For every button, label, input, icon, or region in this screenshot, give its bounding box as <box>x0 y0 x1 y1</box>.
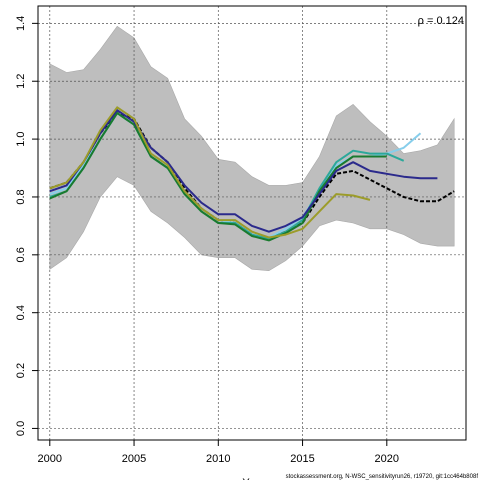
rho-annotation: ρ = 0.124 <box>418 15 464 27</box>
series-line-5 <box>49 109 438 233</box>
x-axis: 2000 2005 2010 2015 2020 <box>38 440 399 465</box>
y-tick-label: 0.0 <box>15 421 27 436</box>
x-tick-label: 2020 <box>375 453 399 465</box>
x-tick-label: 2010 <box>206 453 230 465</box>
confidence-band-layer <box>49 25 455 272</box>
y-tick-label: 1.2 <box>15 74 27 89</box>
y-tick-label: 0.6 <box>15 247 27 262</box>
x-tick-label: 2005 <box>122 453 146 465</box>
series-line-4 <box>49 112 387 242</box>
y-axis: 0.0 0.2 0.4 0.6 0.8 1.0 1.2 1.4 <box>15 16 38 436</box>
y-tick-label: 0.8 <box>15 189 27 204</box>
y-tick-label: 0.4 <box>15 305 27 320</box>
footer-note: stockassessment.org, N-WSC_sensitivityru… <box>286 474 479 480</box>
x-tick-label: 2000 <box>38 453 62 465</box>
plot-frame <box>37 5 467 441</box>
x-tick-label: 2015 <box>290 453 314 465</box>
y-tick-label: 0.2 <box>15 363 27 378</box>
series-layer <box>49 106 455 242</box>
y-tick-label: 1.4 <box>15 16 27 31</box>
confidence-band <box>49 25 455 272</box>
series-line-6 <box>49 106 371 239</box>
y-tick-label: 1.0 <box>15 131 27 146</box>
